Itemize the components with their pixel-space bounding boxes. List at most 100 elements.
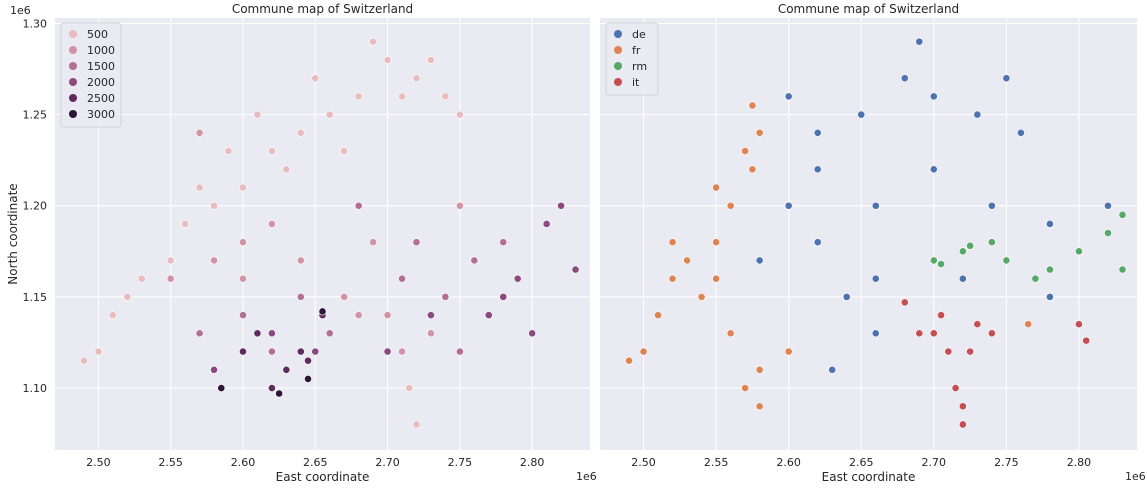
point-1000-2 bbox=[239, 238, 247, 247]
legend-marker-1000 bbox=[69, 46, 77, 54]
point-500-19 bbox=[340, 147, 349, 155]
point-1500-8 bbox=[455, 347, 464, 356]
x-offset-label: 1e6 bbox=[576, 470, 597, 483]
point-de-14 bbox=[871, 329, 880, 338]
chart-title: Commune map of Switzerland bbox=[232, 2, 413, 16]
point-fr-1 bbox=[639, 347, 648, 356]
point-fr-17 bbox=[668, 238, 677, 247]
point-500-12 bbox=[383, 56, 392, 64]
point-500-13 bbox=[412, 74, 421, 83]
point-500-22 bbox=[224, 147, 233, 155]
legend-marker-it bbox=[614, 78, 622, 86]
point-2000-5 bbox=[427, 311, 435, 320]
legend-marker-rm bbox=[614, 62, 622, 70]
point-de-8 bbox=[871, 201, 880, 210]
point-500-6 bbox=[210, 201, 218, 210]
point-de-12 bbox=[755, 256, 764, 265]
point-fr-6 bbox=[726, 201, 735, 210]
point-it-4 bbox=[958, 420, 967, 429]
point-1000-3 bbox=[296, 256, 305, 265]
point-de-22 bbox=[813, 128, 822, 137]
point-500-14 bbox=[441, 92, 450, 101]
point-fr-8 bbox=[748, 101, 757, 110]
point-it-10 bbox=[1075, 320, 1083, 329]
point-fr-11 bbox=[712, 274, 721, 283]
point-2000-8 bbox=[528, 329, 537, 338]
point-rm-9 bbox=[1118, 265, 1127, 274]
x-offset-label: 1e6 bbox=[1125, 470, 1146, 483]
point-2000-12 bbox=[484, 311, 493, 320]
point-500-27 bbox=[455, 110, 464, 119]
point-it-1 bbox=[944, 347, 953, 356]
point-2000-6 bbox=[499, 292, 508, 301]
chart-panel-1: 2.50 2.55 2.60 2.65 2.70 2.75 2.80 1.10 1.15 1.20… bbox=[6, 2, 597, 484]
point-it-0 bbox=[929, 329, 938, 338]
legend-label: 2500 bbox=[87, 92, 115, 105]
point-2000-10 bbox=[571, 265, 580, 274]
point-500-7 bbox=[239, 183, 247, 192]
x-tick-label: 2.75 bbox=[448, 456, 473, 469]
point-1500-11 bbox=[441, 292, 450, 301]
point-500-15 bbox=[253, 110, 262, 119]
point-3000-0 bbox=[275, 389, 284, 398]
point-1000-8 bbox=[340, 292, 349, 301]
point-de-21 bbox=[871, 274, 880, 283]
x-tick-label: 2.75 bbox=[994, 456, 1019, 469]
legend-label: rm bbox=[632, 60, 647, 73]
point-it-3 bbox=[958, 402, 967, 411]
point-rm-8 bbox=[1118, 210, 1127, 219]
point-it-2 bbox=[951, 384, 960, 392]
x-axis-label: East coordinate bbox=[822, 470, 916, 484]
point-500-11 bbox=[354, 92, 363, 101]
point-1000-11 bbox=[369, 238, 378, 247]
point-de-2 bbox=[857, 110, 866, 119]
point-it-5 bbox=[966, 347, 974, 356]
x-tick-label: 2.55 bbox=[704, 456, 729, 469]
point-500-23 bbox=[311, 74, 320, 83]
point-500-17 bbox=[123, 292, 132, 301]
point-rm-0 bbox=[929, 256, 938, 265]
point-it-8 bbox=[915, 329, 924, 338]
point-rm-7 bbox=[1104, 229, 1112, 237]
legend-marker-fr bbox=[614, 46, 622, 54]
point-1500-3 bbox=[398, 274, 406, 283]
point-rm-4 bbox=[1031, 274, 1040, 283]
plot-area bbox=[55, 18, 590, 450]
point-1500-10 bbox=[239, 311, 247, 320]
legend-marker-500 bbox=[69, 30, 77, 38]
point-1000-13 bbox=[398, 347, 406, 356]
point-1000-9 bbox=[455, 201, 464, 210]
x-tick-label: 2.50 bbox=[631, 456, 656, 469]
point-fr-13 bbox=[755, 365, 764, 374]
x-tick-label: 2.60 bbox=[231, 456, 256, 469]
point-fr-15 bbox=[755, 402, 764, 411]
point-de-3 bbox=[900, 74, 909, 83]
x-tick-label: 2.70 bbox=[375, 456, 400, 469]
point-2500-1 bbox=[296, 347, 305, 356]
legend-label: 500 bbox=[87, 28, 108, 41]
point-1000-12 bbox=[354, 311, 363, 320]
legend-marker-2500 bbox=[69, 94, 77, 102]
point-500-0 bbox=[80, 356, 88, 365]
point-fr-20 bbox=[1024, 320, 1033, 329]
legend-marker-1500 bbox=[69, 62, 77, 70]
point-2000-3 bbox=[311, 347, 320, 356]
point-2000-11 bbox=[542, 220, 551, 228]
point-1000-6 bbox=[383, 311, 392, 320]
point-it-6 bbox=[973, 320, 982, 329]
point-500-5 bbox=[181, 220, 190, 228]
point-de-4 bbox=[929, 92, 938, 101]
point-2500-3 bbox=[253, 329, 262, 338]
chart-title: Commune map of Switzerland bbox=[778, 2, 959, 16]
point-de-11 bbox=[1046, 220, 1054, 228]
point-500-21 bbox=[427, 56, 435, 64]
point-1500-4 bbox=[470, 256, 479, 265]
point-de-18 bbox=[784, 92, 793, 101]
point-fr-19 bbox=[748, 165, 757, 174]
point-it-12 bbox=[900, 298, 909, 307]
point-de-7 bbox=[813, 238, 822, 247]
point-500-2 bbox=[108, 311, 117, 320]
point-fr-14 bbox=[784, 347, 793, 356]
point-3000-1 bbox=[318, 307, 327, 316]
